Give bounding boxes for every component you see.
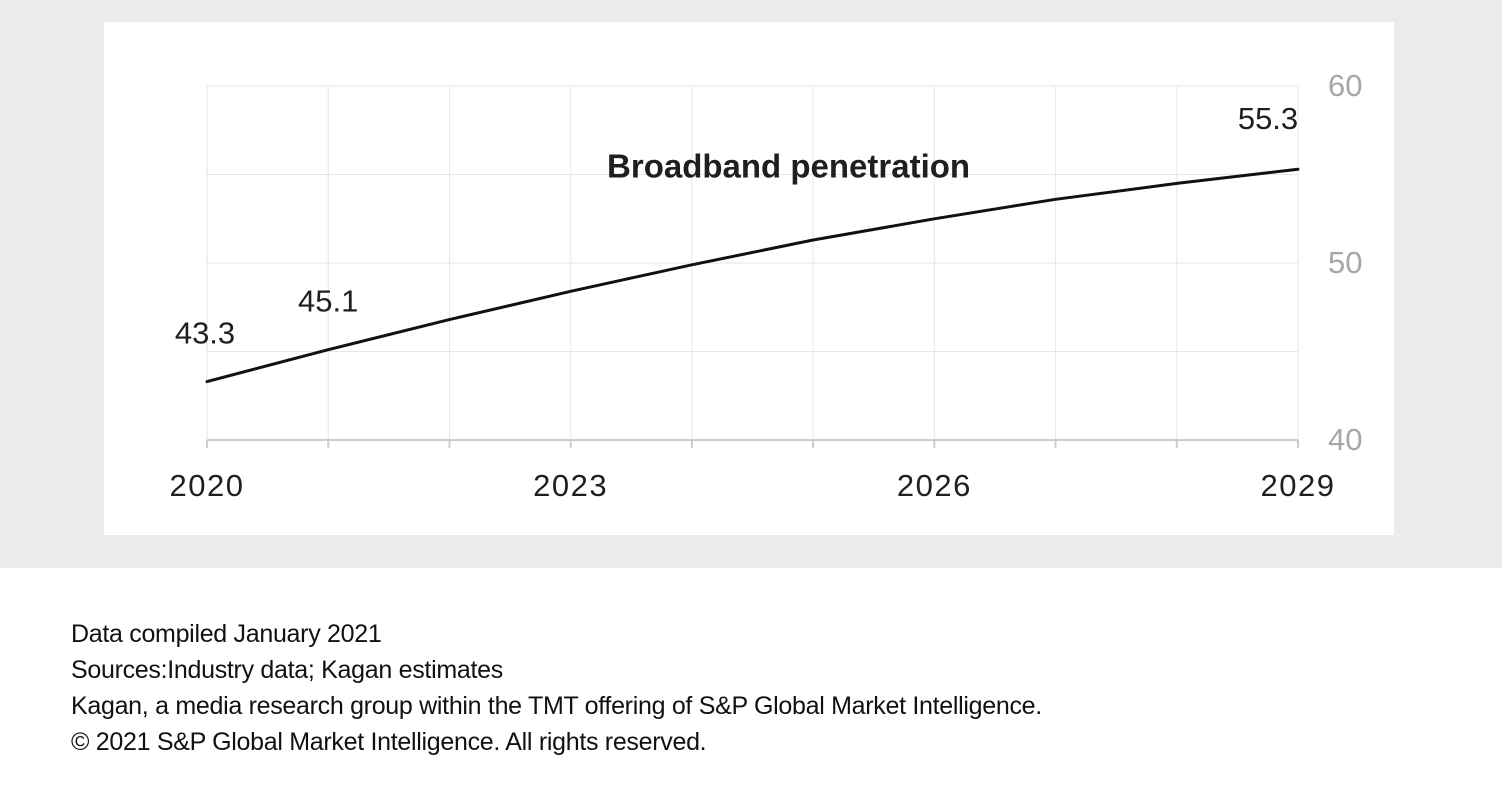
chart-svg: 2020 2023 2026 2029 60 50 40 Broadband penetrat… — [170, 68, 1363, 503]
footer-sources: Sources:Industry data; Kagan estimates — [71, 656, 503, 684]
data-label: 43.3 — [175, 316, 235, 351]
footer-data-compiled: Data compiled January 2021 — [71, 620, 382, 648]
x-tick-label: 2026 — [897, 468, 972, 503]
x-tick-label: 2020 — [170, 468, 245, 503]
chart-card — [104, 22, 1394, 535]
series-label-broadband-penetration: Broadband penetration — [607, 148, 970, 185]
data-label: 45.1 — [298, 284, 358, 319]
data-label: 55.3 — [1238, 101, 1298, 136]
footer-kagan-description: Kagan, a media research group within the… — [71, 692, 1042, 720]
y-tick-label: 50 — [1328, 245, 1362, 280]
y-tick-label: 40 — [1328, 422, 1362, 457]
footer-copyright: © 2021 S&P Global Market Intelligence. A… — [71, 728, 707, 756]
x-tick-label: 2023 — [533, 468, 608, 503]
chart-footer: Data compiled January 2021 Sources:Indus… — [71, 616, 1451, 760]
chart-panel: 2020 2023 2026 2029 60 50 40 Broadband penetrat… — [0, 0, 1502, 568]
y-tick-label: 60 — [1328, 68, 1362, 103]
x-tick-label: 2029 — [1261, 468, 1336, 503]
series-line-broadband-penetration — [205, 167, 1300, 384]
